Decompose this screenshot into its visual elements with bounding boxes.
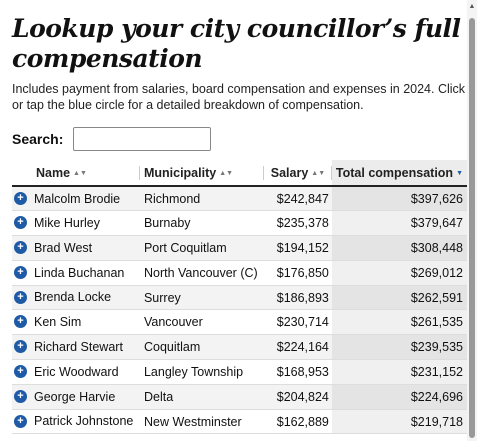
salary-cell: $204,824 [264, 384, 332, 410]
name-cell: + Ken Sim [12, 309, 140, 336]
total-compensation-cell: $239,535 [331, 334, 467, 361]
municipality-cell: North Vancouver (C) [139, 260, 265, 286]
total-compensation-cell: $224,696 [331, 384, 467, 410]
table-row: + Linda Buchanan North Vancouver (C) $176… [12, 260, 467, 286]
expand-details-icon[interactable]: + [14, 389, 27, 403]
councillor-name: Richard Stewart [34, 340, 123, 355]
search-row: Search: [12, 127, 467, 151]
table-row: + Mike Hurley Burnaby $235,378 $379,647 [12, 210, 467, 237]
councillor-name: George Harvie [34, 389, 116, 404]
column-header-total-compensation[interactable]: Total compensation ▼ [331, 160, 467, 187]
municipality-cell: Vancouver [139, 309, 265, 336]
scroll-up-arrow-icon[interactable]: ▲ [468, 3, 476, 10]
salary-cell: $162,889 [264, 409, 332, 435]
councillor-name: Brenda Locke [34, 290, 112, 305]
salary-cell: $168,953 [264, 359, 332, 385]
councillor-name: Linda Buchanan [34, 265, 125, 280]
sort-descending-icon: ▼ [456, 169, 463, 177]
total-compensation-cell: $397,626 [331, 186, 467, 212]
councillor-name: Ken Sim [34, 315, 82, 330]
table-row: + Eric Woodward Langley Township $168,953… [12, 359, 467, 385]
expand-details-icon[interactable]: + [14, 216, 27, 230]
total-compensation-cell: $308,448 [331, 235, 467, 261]
column-divider [138, 166, 140, 180]
total-compensation-cell: $379,647 [331, 210, 467, 237]
name-cell: + Brenda Locke [12, 285, 140, 311]
name-cell: + Patrick Johnstone [12, 409, 140, 435]
table-row: + Malcolm Brodie Richmond $242,847 $397,6… [12, 186, 467, 212]
total-compensation-cell: $219,718 [331, 409, 467, 435]
expand-details-icon[interactable]: + [14, 315, 27, 329]
page-subtitle: Includes payment from salaries, board co… [12, 82, 466, 112]
search-input[interactable] [73, 127, 212, 151]
councillor-name: Eric Woodward [34, 364, 119, 379]
municipality-cell: Burnaby [139, 210, 265, 237]
column-header-label: Name [36, 165, 71, 180]
name-cell: + Brad West [12, 235, 140, 261]
column-header-municipality[interactable]: Municipality ▲▼ [139, 160, 265, 187]
expand-details-icon[interactable]: + [14, 191, 27, 205]
sort-icon: ▲▼ [73, 169, 87, 177]
column-header-label: Total compensation [335, 165, 454, 180]
sort-icon: ▲▼ [311, 169, 326, 177]
page-title: Lookup your city councillor’s full compe… [12, 14, 461, 73]
column-header-label: Salary [270, 165, 309, 180]
scrollbar-thumb[interactable] [469, 18, 475, 438]
expand-details-icon[interactable]: + [14, 340, 27, 354]
salary-cell: $242,847 [264, 186, 332, 212]
expand-details-icon[interactable]: + [14, 290, 27, 304]
total-compensation-cell: $261,535 [331, 309, 467, 336]
column-header-label: Municipality [143, 165, 217, 180]
table-row: + Ken Sim Vancouver $230,714 $261,535 [12, 309, 467, 336]
councillor-name: Patrick Johnstone [34, 414, 134, 429]
municipality-cell: Delta [139, 384, 265, 410]
municipality-cell: Richmond [139, 186, 265, 212]
councillor-name: Mike Hurley [34, 216, 100, 231]
table-row: + Richard Stewart Coquitlam $224,164 $239… [12, 334, 467, 361]
name-cell: + Mike Hurley [12, 210, 140, 237]
name-cell: + Malcolm Brodie [12, 186, 140, 212]
municipality-cell: Port Coquitlam [139, 235, 265, 261]
municipality-cell: New Westminster [139, 409, 265, 435]
column-divider [330, 166, 332, 180]
name-cell: + Linda Buchanan [12, 260, 140, 286]
table-row: + George Harvie Delta $204,824 $224,696 [12, 384, 467, 410]
name-cell: + George Harvie [12, 384, 140, 410]
table-row: + Brad West Port Coquitlam $194,152 $308,… [12, 235, 467, 261]
expand-details-icon[interactable]: + [14, 241, 27, 255]
salary-cell: $235,378 [264, 210, 332, 237]
name-cell: + Eric Woodward [12, 359, 140, 385]
councillor-name: Malcolm Brodie [34, 191, 121, 206]
salary-cell: $194,152 [264, 235, 332, 261]
sort-icon: ▲▼ [219, 169, 234, 177]
table-header-row: Name ▲▼ Municipality ▲▼ Salary ▲▼ Total com… [12, 160, 467, 187]
total-compensation-cell: $262,591 [331, 285, 467, 311]
salary-cell: $186,893 [264, 285, 332, 311]
expand-details-icon[interactable]: + [14, 265, 27, 279]
table-body: + Malcolm Brodie Richmond $242,847 $397,6… [12, 186, 467, 435]
vertical-scrollbar[interactable]: ▲ [467, 0, 477, 441]
search-label: Search: [12, 131, 64, 147]
total-compensation-cell: $231,152 [331, 359, 467, 385]
column-divider [263, 166, 265, 180]
municipality-cell: Coquitlam [139, 334, 265, 361]
salary-cell: $176,850 [264, 260, 332, 286]
salary-cell: $224,164 [264, 334, 332, 361]
municipality-cell: Langley Township [139, 359, 265, 385]
name-cell: + Richard Stewart [12, 334, 140, 361]
content: Lookup your city councillor’s full compe… [12, 14, 467, 435]
salary-cell: $230,714 [264, 309, 332, 336]
councillor-name: Brad West [34, 240, 93, 255]
total-compensation-cell: $269,012 [331, 260, 467, 286]
table-row: + Brenda Locke Surrey $186,893 $262,591 [12, 285, 467, 311]
column-header-name[interactable]: Name ▲▼ [12, 160, 140, 187]
municipality-cell: Surrey [139, 285, 265, 311]
compensation-table: Name ▲▼ Municipality ▲▼ Salary ▲▼ Total com… [12, 160, 467, 435]
column-header-salary[interactable]: Salary ▲▼ [264, 160, 332, 187]
expand-details-icon[interactable]: + [14, 414, 27, 428]
table-row: + Patrick Johnstone New Westminster $162,… [12, 409, 467, 435]
expand-details-icon[interactable]: + [14, 365, 27, 379]
